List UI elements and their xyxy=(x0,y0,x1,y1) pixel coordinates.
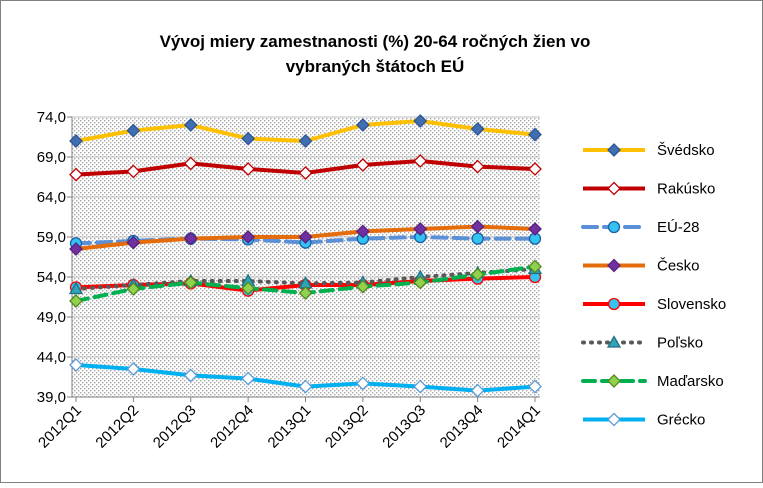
marker xyxy=(69,167,83,182)
legend-label: Slovensko xyxy=(657,296,726,313)
marker xyxy=(298,230,313,244)
marker xyxy=(413,275,428,290)
marker xyxy=(528,379,542,394)
marker xyxy=(528,162,542,176)
legend-item: Švédsko xyxy=(583,142,715,159)
marker xyxy=(126,164,141,179)
marker xyxy=(607,297,621,311)
legend-label: Poľsko xyxy=(657,335,703,352)
marker xyxy=(69,358,83,372)
y-tick-label: 54,0 xyxy=(37,269,66,286)
marker xyxy=(607,181,621,196)
legend-item: EÚ-28 xyxy=(581,219,700,236)
legend-item: Rakúsko xyxy=(583,181,715,198)
marker xyxy=(607,143,621,157)
marker xyxy=(183,275,198,290)
marker xyxy=(69,242,83,256)
marker xyxy=(69,134,83,148)
plot-area xyxy=(72,117,540,397)
marker xyxy=(470,159,485,174)
marker xyxy=(183,231,198,246)
marker xyxy=(69,294,83,308)
marker xyxy=(241,162,256,176)
marker xyxy=(607,412,621,427)
marker xyxy=(126,123,141,138)
marker xyxy=(528,259,542,274)
marker xyxy=(241,230,256,244)
marker xyxy=(413,114,428,128)
y-tick-label: 44,0 xyxy=(37,349,66,366)
marker xyxy=(528,127,542,142)
series-line xyxy=(74,267,537,291)
legend-label: Rakúsko xyxy=(657,181,715,198)
marker xyxy=(355,224,370,239)
marker xyxy=(528,222,542,236)
marker xyxy=(470,267,485,282)
marker xyxy=(126,235,141,250)
marker xyxy=(413,154,428,168)
y-tick-label: 64,0 xyxy=(37,189,66,206)
marker xyxy=(298,134,313,148)
marker xyxy=(355,118,370,132)
legend-item: Poľsko xyxy=(581,335,703,352)
chart-title: Vývoj miery zamestnanosti (%) 20-64 ročn… xyxy=(160,32,591,51)
marker xyxy=(470,383,485,398)
y-tick-label: 49,0 xyxy=(37,309,66,326)
legend-label: Švédsko xyxy=(657,142,715,159)
marker xyxy=(470,122,485,136)
marker xyxy=(183,156,198,171)
y-tick-label: 59,0 xyxy=(37,229,66,246)
marker xyxy=(183,368,198,383)
marker xyxy=(68,281,84,295)
marker xyxy=(241,371,256,386)
marker xyxy=(607,374,621,388)
legend-label: EÚ-28 xyxy=(657,219,700,236)
marker xyxy=(413,222,428,236)
legend-label: Česko xyxy=(657,258,700,275)
marker xyxy=(298,166,313,180)
legend-item: Grécko xyxy=(583,412,705,429)
marker xyxy=(607,220,621,234)
legend-item: Maďarsko xyxy=(581,373,724,390)
marker xyxy=(126,362,141,376)
marker xyxy=(470,219,485,234)
legend-label: Grécko xyxy=(657,412,705,429)
marker xyxy=(298,286,313,300)
marker xyxy=(607,258,621,273)
marker xyxy=(183,118,198,132)
marker xyxy=(355,376,370,391)
marker xyxy=(126,282,141,296)
marker xyxy=(606,335,622,348)
marker xyxy=(413,379,428,394)
legend-item: Česko xyxy=(583,258,700,275)
marker xyxy=(355,279,370,294)
marker xyxy=(241,131,256,146)
legend-label: Maďarsko xyxy=(657,373,724,390)
marker xyxy=(298,379,313,394)
y-tick-label: 74,0 xyxy=(37,109,66,126)
legend-item: Slovensko xyxy=(583,296,726,313)
y-tick-label: 69,0 xyxy=(37,149,66,166)
chart-title: vybraných štátoch EÚ xyxy=(286,57,465,76)
marker xyxy=(355,158,370,172)
marker xyxy=(241,281,256,296)
y-tick-label: 39,0 xyxy=(37,389,66,406)
marker xyxy=(471,232,484,245)
